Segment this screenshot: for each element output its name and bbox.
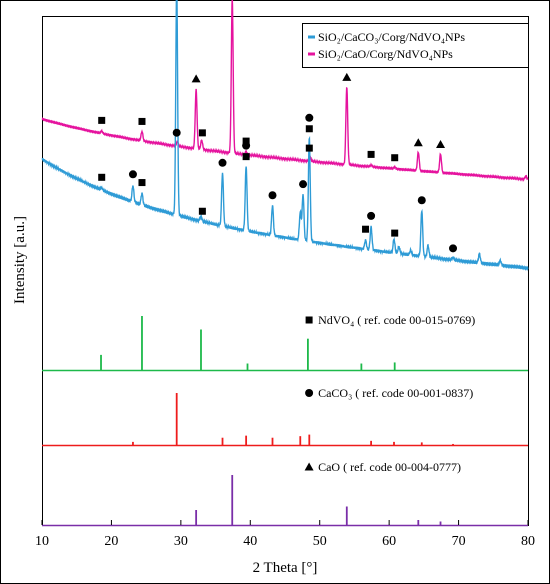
peak-marker-triangle: [191, 74, 201, 83]
series-line-1: [41, 0, 529, 272]
legend-entry-0: SiO₂/CaCO₃/Corg/NdVO₄NPs: [318, 30, 465, 44]
legend: SiO₂/CaCO₃/Corg/NdVO₄NPs SiO₂/CaO/Corg/Nd…: [302, 23, 529, 68]
peak-marker-triangle: [413, 138, 423, 147]
peak-marker-triangle: [342, 72, 352, 81]
peak-marker-square: [367, 150, 375, 158]
peak-marker-square: [305, 144, 313, 152]
peak-marker-circle: [305, 113, 314, 122]
peak-marker-circle: [299, 180, 308, 189]
x-tick-label: 20: [104, 534, 118, 549]
peak-marker-circle: [367, 211, 376, 220]
x-tick-label: 50: [313, 534, 327, 549]
peak-marker-square: [98, 116, 106, 124]
peak-marker-square: [242, 153, 250, 161]
plot-area: NdVO₄ ( ref. code 00-015-0769) CaCO₃ ( re…: [35, 0, 535, 549]
peak-marker-square: [198, 129, 206, 137]
peak-marker-square: [138, 117, 146, 125]
peak-marker-square: [138, 179, 146, 187]
x-tick-label: 70: [452, 534, 466, 549]
ref-label-2: CaO ( ref. code 00-004-0777): [318, 460, 461, 474]
peak-marker-circle: [417, 196, 426, 205]
series-line-0: [41, 0, 529, 182]
peak-marker-circle: [172, 128, 181, 137]
peak-marker-square: [198, 207, 206, 215]
peak-marker-circle: [128, 170, 137, 179]
x-tick-label: 40: [243, 534, 257, 549]
x-tick-label: 10: [35, 534, 49, 549]
peak-marker-square: [305, 125, 313, 133]
ref-label-0: NdVO₄ ( ref. code 00-015-0769): [318, 313, 475, 327]
legend-entry-1: SiO₂/CaO/Corg/NdVO₄NPs: [318, 47, 453, 61]
peak-marker-square: [242, 137, 250, 145]
peak-marker-circle: [218, 158, 227, 167]
peak-marker-circle: [242, 141, 251, 150]
x-tick-label: 80: [521, 534, 535, 549]
ref-legend-marker-square: [305, 316, 313, 324]
peak-marker-triangle: [436, 139, 446, 148]
ref-legend-marker-circle: [305, 389, 314, 397]
peak-marker-square: [98, 173, 106, 181]
peak-marker-square: [391, 154, 399, 162]
legend-box: [302, 23, 529, 68]
x-axis-label: 2 Theta [°]: [253, 560, 318, 576]
peak-marker-circle: [449, 244, 458, 253]
y-axis-label: Intensity [a.u.]: [12, 216, 28, 304]
ref-label-1: CaCO₃ ( ref. code 00-001-0837): [318, 386, 473, 400]
peak-marker-square: [362, 225, 370, 233]
plot-frame: [42, 16, 529, 526]
peak-marker-square: [391, 229, 399, 237]
x-tick-label: 60: [382, 534, 396, 549]
peak-marker-circle: [268, 191, 277, 200]
ref-legend-marker-triangle: [304, 462, 314, 471]
x-tick-label: 30: [174, 534, 188, 549]
